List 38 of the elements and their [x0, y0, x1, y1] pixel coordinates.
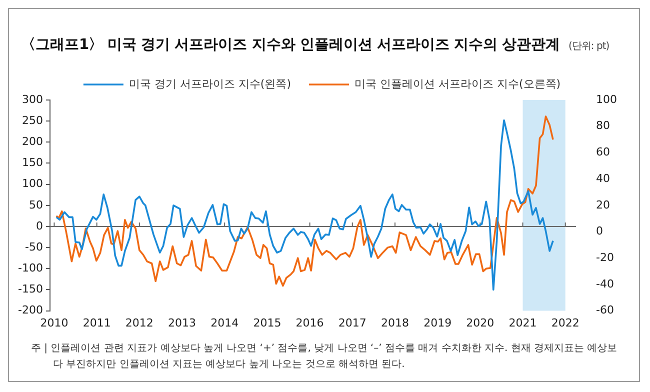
y2-tick-label: 100 — [596, 92, 618, 106]
x-tick-label: 2021 — [508, 316, 537, 330]
y-tick-label: -50 — [24, 240, 43, 254]
x-tick-label: 2016 — [296, 316, 324, 330]
x-tick-label: 2014 — [210, 316, 239, 330]
y2-tick-label: 80 — [596, 119, 610, 132]
y-tick-label: -200 — [18, 304, 43, 317]
legend-label: 미국 경기 서프라이즈 지수(왼쪽) — [128, 77, 292, 90]
x-tick-label: 2010 — [40, 316, 68, 330]
chart-title: 〈그래프1〉 미국 경기 서프라이즈 지수와 인플레이션 서프라이즈 지수의 상관관계 — [21, 37, 560, 53]
x-tick-label: 2018 — [380, 316, 409, 330]
y-tick-label: 100 — [22, 177, 43, 190]
chart-subtitle: (단위: pt) — [568, 41, 610, 52]
x-tick-label: 2017 — [338, 316, 366, 330]
x-tick-label: 2020 — [466, 316, 494, 330]
y-tick-label: 0 — [36, 219, 43, 232]
y2-tick-label: 0 — [596, 224, 604, 238]
y-tick-label: 150 — [22, 156, 43, 170]
y2-tick-label: 20 — [596, 198, 610, 212]
y2-tick-label: 60 — [596, 146, 610, 159]
y2-tick-label: -40 — [596, 277, 614, 290]
text: 주 | 인플레이션 관련 지표가 예상보다 높게 나오면 ‘+’ 점수를, 낮게 나오면 ‘–’ 점수를 매겨 수치화한 지수. 현재 경제지표는 예상보다 부진하지만 인플레이션 지표는 예상보다 높게 나오는 것으로 해석하면 된다. — [31, 342, 618, 372]
y-tick-label: -150 — [18, 282, 43, 296]
legend-label: 미국 인플레이션 서프라이즈 지수(오른쪽) — [354, 77, 561, 90]
y-tick-label: -100 — [18, 262, 43, 274]
y-tick-label: 50 — [28, 198, 43, 212]
x-tick-label: 2013 — [168, 316, 196, 330]
y-tick-label: 250 — [22, 114, 43, 127]
x-tick-label: 2012 — [125, 316, 154, 330]
x-tick-label: 2019 — [424, 316, 452, 330]
y-tick-label: 300 — [22, 92, 43, 106]
x-tick-label: 2015 — [253, 316, 282, 330]
y-tick-label: 200 — [22, 135, 43, 148]
y2-tick-label: -60 — [596, 304, 614, 317]
x-tick-label: 2022 — [551, 316, 580, 330]
x-tick-label: 2011 — [82, 316, 111, 330]
y2-tick-label: -20 — [596, 250, 614, 264]
y2-tick-label: 40 — [596, 172, 610, 185]
